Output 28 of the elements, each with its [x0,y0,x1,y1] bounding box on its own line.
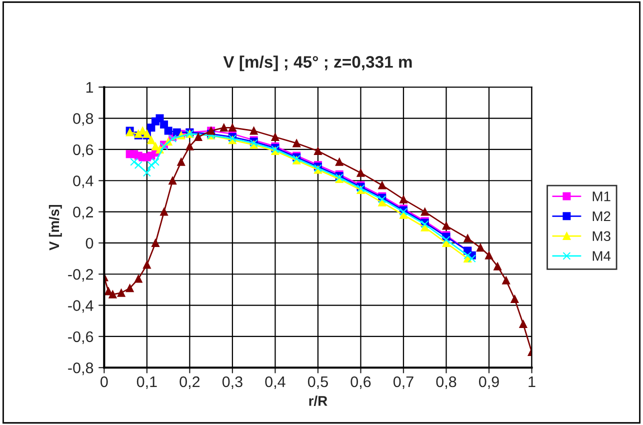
y-axis-title: V [m/s] [48,205,62,250]
y-tick-label: 0,8 [73,113,94,126]
x-tick-label: 0,1 [136,376,157,389]
x-tick-label: 0,5 [308,376,328,389]
y-tick-label: -0,6 [68,331,94,344]
x-tick-label: 0,9 [478,376,499,389]
x-tick-label: 0,6 [350,376,371,389]
legend-label: M3 [592,231,610,242]
y-tick-label: 0,4 [73,175,94,188]
x-tick-label: 0,7 [393,376,414,389]
y-tick-label: 0 [86,238,94,249]
legend-label: M2 [592,211,610,222]
y-tick-label: 1 [86,82,94,93]
x-tick-label: 1 [528,376,536,388]
y-tick-label: -0,8 [68,362,94,376]
x-tick-label: 0 [100,376,108,388]
legend-label: M4 [592,251,611,261]
y-tick-label: -0,4 [68,300,94,313]
y-tick-label: 0,6 [73,144,94,157]
x-tick-label: 0,3 [222,376,242,389]
legend-label: M1 [592,192,610,202]
chart-title: V [m/s] ; 45° ; z=0,331 m [223,56,412,72]
y-tick-label: 0,2 [73,206,93,220]
y-tick-label: -0,2 [68,268,93,282]
x-axis-title: r/R [309,396,328,406]
x-tick-label: 0,8 [436,376,456,389]
x-tick-label: 0,2 [180,376,200,389]
x-tick-label: 0,4 [265,376,286,389]
